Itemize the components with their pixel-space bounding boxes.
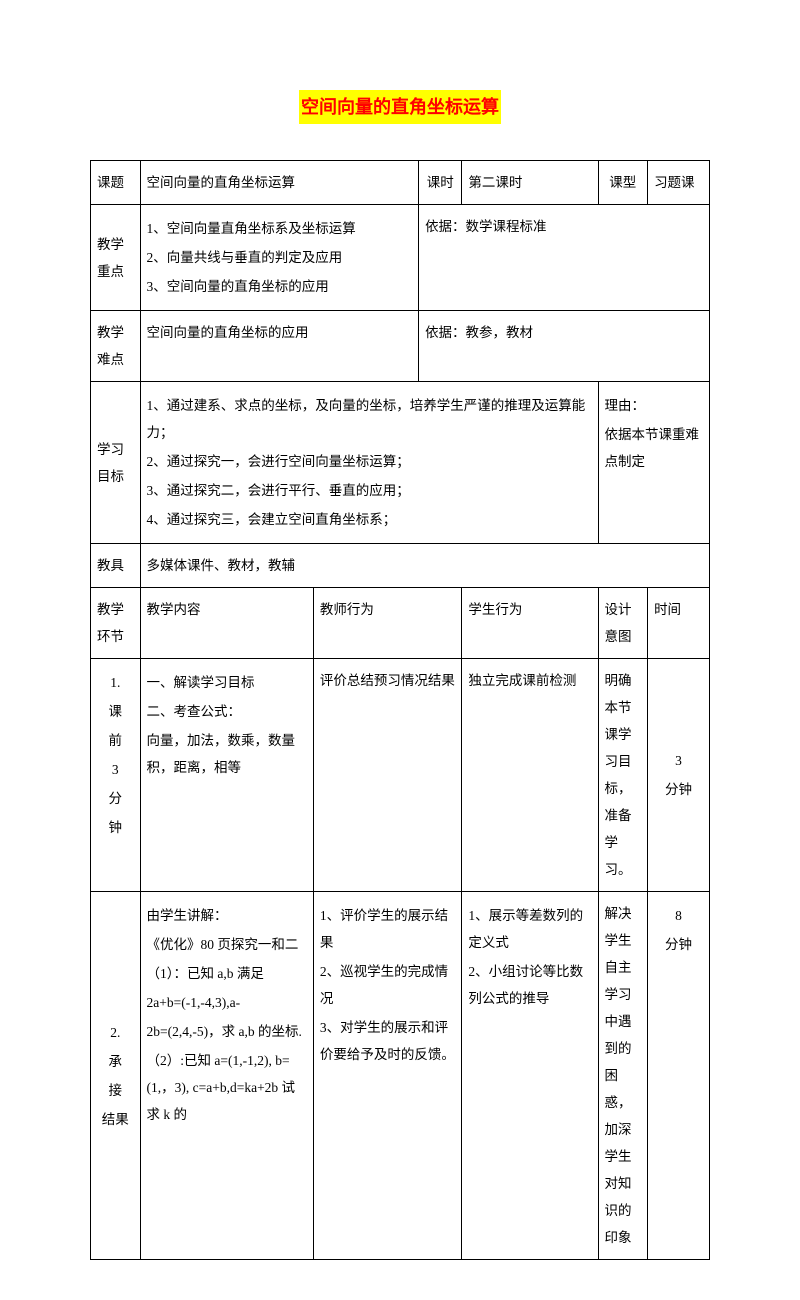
step1-l: 钟 — [97, 814, 134, 841]
step1-content-line: 一、解读学习目标 — [147, 669, 307, 696]
step1-label: 1. 课 前 3 分 钟 — [91, 659, 141, 892]
step2-content-line: 由学生讲解： — [147, 902, 307, 929]
row-topic: 课题 空间向量的直角坐标运算 课时 第二课时 课型 习题课 — [91, 161, 710, 205]
step2-student-line: 1、展示等差数列的定义式 — [468, 902, 591, 956]
step2-time-l: 分钟 — [654, 931, 703, 958]
step1-time-l: 分钟 — [654, 776, 703, 803]
focus-line: 1、空间向量直角坐标系及坐标运算 — [147, 215, 413, 242]
step2-l: 结果 — [97, 1106, 134, 1133]
step1-content: 一、解读学习目标 二、考查公式： 向量，加法，数乘，数量积，距离，相等 — [140, 659, 313, 892]
step2-content-line: （2）:已知 a=(1,-1,2), b=(1,，3), c=a+b,d=ka+… — [147, 1047, 307, 1128]
title-wrap: 空间向量的直角坐标运算 — [90, 90, 710, 142]
step1-l: 3 — [97, 756, 134, 783]
hdr-student: 学生行为 — [462, 588, 598, 659]
focus-content: 1、空间向量直角坐标系及坐标运算 2、向量共线与垂直的判定及应用 3、空间向量的… — [140, 205, 419, 311]
reason-line: 理由： — [605, 392, 703, 419]
row-focus: 教学重点 1、空间向量直角坐标系及坐标运算 2、向量共线与垂直的判定及应用 3、… — [91, 205, 710, 311]
label-tools: 教具 — [91, 544, 141, 588]
step1-l: 课 — [97, 698, 134, 725]
topic-value: 空间向量的直角坐标运算 — [140, 161, 419, 205]
hdr-step: 教学环节 — [91, 588, 141, 659]
label-goals: 学习目标 — [91, 382, 141, 544]
step2-teacher-line: 1、评价学生的展示结果 — [320, 902, 456, 956]
label-difficulty: 教学难点 — [91, 311, 141, 382]
tools-content: 多媒体课件、教材，教辅 — [140, 544, 709, 588]
focus-basis: 依据：数学课程标准 — [419, 205, 710, 311]
difficulty-basis: 依据：教参，教材 — [419, 311, 710, 382]
step2-l: 接 — [97, 1077, 134, 1104]
step2-intent: 解决学生自主学习中遇到的困惑，加深学生对知识的印象 — [598, 892, 648, 1260]
document-page: 空间向量的直角坐标运算 课题 空间向量的直角坐标运算 课时 第二课时 课型 习题… — [0, 0, 800, 1300]
step1-l: 前 — [97, 727, 134, 754]
step1-l: 1. — [97, 669, 134, 696]
step1-intent: 明确本节课学习目标，准备学习。 — [598, 659, 648, 892]
step2-student-line: 2、小组讨论等比数列公式的推导 — [468, 958, 591, 1012]
difficulty-content: 空间向量的直角坐标的应用 — [140, 311, 419, 382]
page-title: 空间向量的直角坐标运算 — [299, 90, 501, 124]
step2-teacher-line: 3、对学生的展示和评价要给予及时的反馈。 — [320, 1014, 456, 1068]
step2-content-line: 2a+b=(-1,-4,3),a- — [147, 989, 307, 1016]
row-section-header: 教学环节 教学内容 教师行为 学生行为 设计意图 时间 — [91, 588, 710, 659]
step1-l: 分 — [97, 785, 134, 812]
label-period: 课时 — [419, 161, 462, 205]
step2-l: 2. — [97, 1019, 134, 1046]
hdr-teacher: 教师行为 — [313, 588, 462, 659]
label-topic: 课题 — [91, 161, 141, 205]
step1-time: 3 分钟 — [648, 659, 710, 892]
label-focus: 教学重点 — [91, 205, 141, 311]
step1-teacher: 评价总结预习情况结果 — [313, 659, 462, 892]
goals-reason: 理由： 依据本节课重难点制定 — [598, 382, 709, 544]
step2-student: 1、展示等差数列的定义式 2、小组讨论等比数列公式的推导 — [462, 892, 598, 1260]
step2-time-l: 8 — [654, 902, 703, 929]
goal-line: 2、通过探究一，会进行空间向量坐标运算； — [147, 448, 592, 475]
step2-teacher: 1、评价学生的展示结果 2、巡视学生的完成情况 3、对学生的展示和评价要给予及时… — [313, 892, 462, 1260]
row-tools: 教具 多媒体课件、教材，教辅 — [91, 544, 710, 588]
hdr-intent: 设计意图 — [598, 588, 648, 659]
step2-content-line: 2b=(2,4,-5)，求 a,b 的坐标. — [147, 1018, 307, 1045]
goals-content: 1、通过建系、求点的坐标，及向量的坐标，培养学生严谨的推理及运算能力； 2、通过… — [140, 382, 598, 544]
focus-line: 2、向量共线与垂直的判定及应用 — [147, 244, 413, 271]
label-type: 课型 — [598, 161, 648, 205]
row-step-2: 2. 承 接 结果 由学生讲解： 《优化》80 页探究一和二 （1）：已知 a,… — [91, 892, 710, 1260]
row-step-1: 1. 课 前 3 分 钟 一、解读学习目标 二、考查公式： 向量，加法，数乘，数… — [91, 659, 710, 892]
goal-line: 3、通过探究二，会进行平行、垂直的应用； — [147, 477, 592, 504]
row-difficulty: 教学难点 空间向量的直角坐标的应用 依据：教参，教材 — [91, 311, 710, 382]
step1-student: 独立完成课前检测 — [462, 659, 598, 892]
step1-time-l: 3 — [654, 747, 703, 774]
step2-label: 2. 承 接 结果 — [91, 892, 141, 1260]
lesson-plan-table: 课题 空间向量的直角坐标运算 课时 第二课时 课型 习题课 教学重点 1、空间向… — [90, 160, 710, 1260]
step2-content-line: （1）：已知 a,b 满足 — [147, 960, 307, 987]
row-goals: 学习目标 1、通过建系、求点的坐标，及向量的坐标，培养学生严谨的推理及运算能力；… — [91, 382, 710, 544]
goal-line: 4、通过探究三，会建立空间直角坐标系； — [147, 506, 592, 533]
hdr-time: 时间 — [648, 588, 710, 659]
period-value: 第二课时 — [462, 161, 598, 205]
hdr-content: 教学内容 — [140, 588, 313, 659]
step2-content-line: 《优化》80 页探究一和二 — [147, 931, 307, 958]
reason-line: 依据本节课重难点制定 — [605, 421, 703, 475]
focus-line: 3、空间向量的直角坐标的应用 — [147, 273, 413, 300]
step2-teacher-line: 2、巡视学生的完成情况 — [320, 958, 456, 1012]
step2-content: 由学生讲解： 《优化》80 页探究一和二 （1）：已知 a,b 满足 2a+b=… — [140, 892, 313, 1260]
type-value: 习题课 — [648, 161, 710, 205]
goal-line: 1、通过建系、求点的坐标，及向量的坐标，培养学生严谨的推理及运算能力； — [147, 392, 592, 446]
step2-l: 承 — [97, 1048, 134, 1075]
step2-time: 8 分钟 — [648, 892, 710, 1260]
step1-content-line: 向量，加法，数乘，数量积，距离，相等 — [147, 727, 307, 781]
step1-content-line: 二、考查公式： — [147, 698, 307, 725]
